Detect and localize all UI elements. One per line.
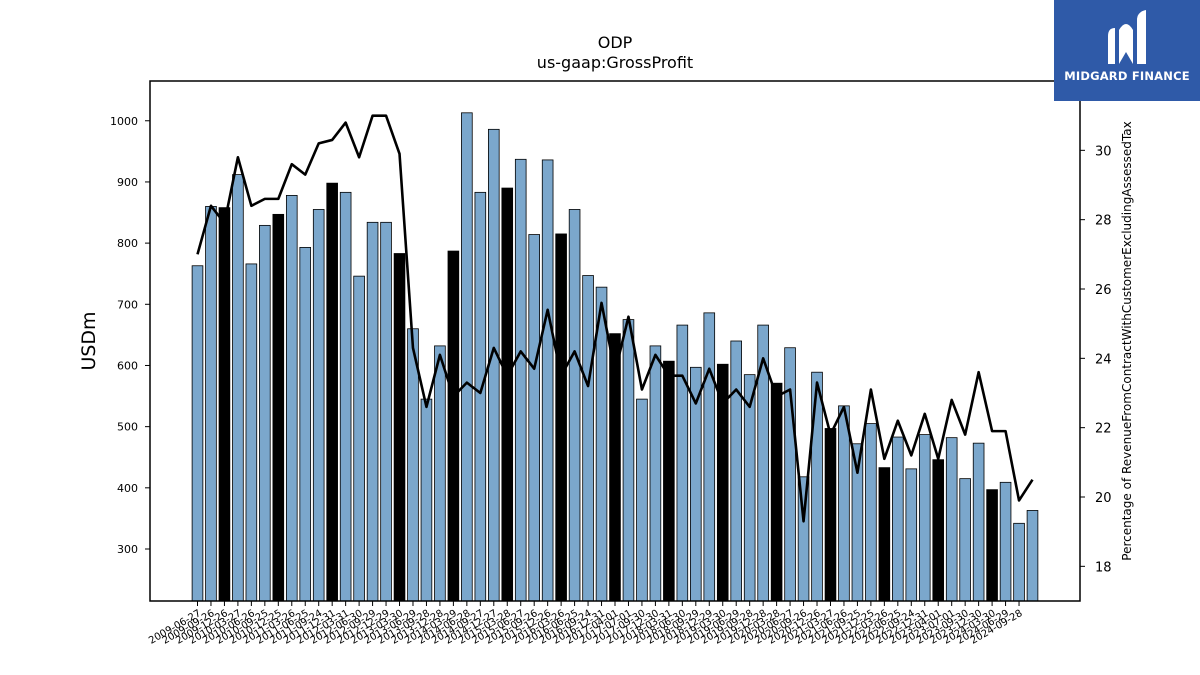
- bar: [1013, 522, 1025, 602]
- bar: [676, 324, 689, 602]
- y-axis-left: 300 400 500 600 700 800 900 1000: [110, 115, 150, 556]
- midgard-finance-logo: MIDGARD FINANCE: [1054, 0, 1200, 101]
- bar: [878, 467, 891, 602]
- x-axis: 2009-06-272009-09-262009-12-262010-03-27…: [147, 601, 1025, 647]
- bar: [420, 398, 433, 602]
- bar: [380, 221, 392, 602]
- percentage-line: [196, 114, 1034, 523]
- bar: [487, 128, 500, 602]
- bar: [703, 312, 716, 602]
- logo-text: MIDGARD FINANCE: [1064, 69, 1190, 83]
- y2-tick-label: 18: [1095, 560, 1112, 575]
- y-axis-right: 18 20 22 24 26 28 30: [1080, 144, 1112, 575]
- chart-title: ODP: [598, 33, 633, 52]
- bar: [743, 374, 756, 602]
- line-series: [196, 114, 1034, 523]
- bar: [205, 206, 217, 602]
- bar: [568, 209, 581, 602]
- bar: [339, 191, 352, 602]
- bar: [541, 159, 554, 602]
- y2-axis-label: Percentage of RevenueFromContractWithCus…: [1120, 121, 1134, 560]
- y-tick-label: 900: [117, 176, 138, 189]
- bar: [312, 209, 325, 602]
- y2-tick-label: 24: [1095, 352, 1112, 367]
- bar: [609, 333, 621, 602]
- bar: [770, 382, 783, 602]
- bar: [932, 459, 945, 602]
- bar: [986, 489, 998, 602]
- bar: [461, 112, 473, 602]
- bar: [636, 398, 648, 602]
- bar: [663, 360, 675, 602]
- bar: [730, 340, 742, 602]
- bar: [784, 347, 796, 602]
- y-tick-label: 400: [117, 482, 138, 495]
- bar: [811, 371, 823, 602]
- bar: [272, 213, 285, 602]
- y-tick-label: 500: [117, 421, 138, 434]
- bar: [232, 174, 244, 602]
- bar: [528, 234, 540, 602]
- midgard-logo-icon: [1108, 10, 1146, 64]
- bar: [447, 250, 460, 602]
- bar: [892, 436, 904, 602]
- bar: [501, 187, 514, 602]
- y-axis-label: USDm: [78, 311, 100, 370]
- bar: [245, 263, 258, 602]
- bar: [285, 194, 298, 602]
- bar-series: [191, 112, 1039, 602]
- bar: [649, 345, 662, 602]
- chart-subtitle: us-gaap:GrossProfit: [537, 53, 693, 72]
- bar: [366, 221, 379, 602]
- bar: [918, 434, 931, 602]
- bar: [865, 423, 877, 602]
- y-tick-label: 600: [117, 359, 138, 372]
- bar: [474, 191, 487, 602]
- bar: [555, 233, 567, 602]
- y2-tick-label: 28: [1095, 214, 1112, 229]
- y-tick-label: 800: [117, 237, 138, 250]
- bar: [393, 253, 406, 602]
- bar: [972, 442, 985, 602]
- bar: [259, 224, 271, 602]
- bar: [838, 405, 850, 602]
- y-tick-label: 300: [117, 543, 138, 556]
- bar: [218, 207, 231, 602]
- y-tick-label: 700: [117, 298, 138, 311]
- bar: [824, 428, 837, 602]
- y2-tick-label: 22: [1095, 422, 1112, 437]
- bar: [959, 478, 971, 602]
- bar: [905, 468, 918, 602]
- y2-tick-label: 26: [1095, 283, 1112, 298]
- bar: [1026, 510, 1039, 602]
- y-tick-label: 1000: [110, 115, 138, 128]
- y2-tick-label: 30: [1095, 144, 1112, 159]
- bar: [326, 182, 338, 602]
- bar: [353, 275, 365, 602]
- bar: [191, 265, 204, 602]
- bar: [514, 158, 527, 602]
- bar: [582, 275, 594, 602]
- bar: [434, 345, 446, 602]
- bar: [999, 481, 1012, 602]
- bar: [622, 319, 635, 602]
- bar: [299, 246, 312, 602]
- bar: [945, 437, 958, 602]
- y2-tick-label: 20: [1095, 491, 1112, 506]
